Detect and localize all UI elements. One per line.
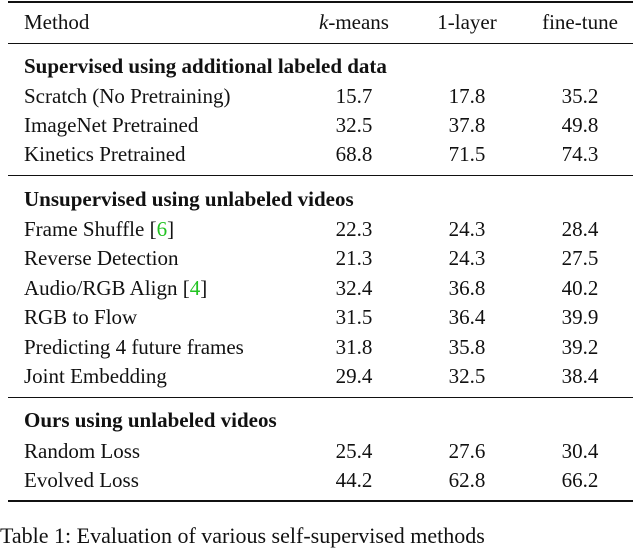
row-method: RGB to Flow — [24, 305, 138, 329]
section-rule — [8, 175, 633, 176]
table-header-row: Method k-means 1-layer fine-tune — [8, 7, 633, 37]
row-kmeans: 68.8 — [335, 142, 373, 166]
table-row: ImageNet Pretrained 32.5 37.8 49.8 — [8, 110, 633, 140]
row-fine-tune: 35.2 — [561, 84, 599, 108]
header-kmeans-rest: -means — [328, 10, 389, 34]
row-kmeans: 32.4 — [335, 276, 373, 300]
table-row: Kinetics Pretrained 68.8 71.5 74.3 — [8, 139, 633, 169]
row-fine-tune: 40.2 — [561, 276, 599, 300]
row-fine-tune: 39.2 — [561, 335, 599, 359]
table-row: Random Loss 25.4 27.6 30.4 — [8, 436, 633, 466]
row-method: ImageNet Pretrained — [24, 113, 199, 137]
row-fine-tune: 27.5 — [561, 246, 599, 270]
row-one-layer: 36.4 — [448, 305, 486, 329]
row-kmeans: 22.3 — [335, 217, 373, 241]
row-method-close: ] — [200, 276, 208, 300]
row-one-layer: 37.8 — [448, 113, 486, 137]
section-title-row: Ours using unlabeled videos — [8, 405, 633, 435]
row-method: Frame Shuffle [6] — [24, 214, 174, 244]
header-kmeans: k-means — [308, 7, 400, 37]
row-one-layer: 24.3 — [448, 217, 486, 241]
row-fine-tune: 28.4 — [561, 217, 599, 241]
section-title: Ours using unlabeled videos — [24, 408, 277, 432]
row-kmeans: 32.5 — [335, 113, 373, 137]
row-one-layer: 71.5 — [448, 142, 486, 166]
row-method: Evolved Loss — [24, 468, 139, 492]
row-kmeans: 31.8 — [335, 335, 373, 359]
row-fine-tune: 66.2 — [561, 468, 599, 492]
section-rule — [8, 397, 633, 398]
table-row: Audio/RGB Align [4] 32.4 36.8 40.2 — [8, 273, 633, 303]
section-title: Supervised using additional labeled data — [24, 54, 387, 78]
table-row: Joint Embedding 29.4 32.5 38.4 — [8, 361, 633, 391]
row-kmeans: 29.4 — [335, 364, 373, 388]
header-fine-tune: fine-tune — [542, 10, 618, 34]
row-one-layer: 32.5 — [448, 364, 486, 388]
row-kmeans: 21.3 — [335, 246, 373, 270]
row-method: Audio/RGB Align [4] — [24, 273, 207, 303]
row-fine-tune: 49.8 — [561, 113, 599, 137]
row-fine-tune: 30.4 — [561, 439, 599, 463]
table-row: Scratch (No Pretraining) 15.7 17.8 35.2 — [8, 81, 633, 111]
table-row: Evolved Loss 44.2 62.8 66.2 — [8, 465, 633, 495]
row-method-text: Audio/RGB Align [ — [24, 276, 190, 300]
row-kmeans: 31.5 — [335, 305, 373, 329]
section-title-row: Supervised using additional labeled data — [8, 51, 633, 81]
row-method: Scratch (No Pretraining) — [24, 84, 231, 108]
row-fine-tune: 74.3 — [561, 142, 599, 166]
row-one-layer: 36.8 — [448, 276, 486, 300]
citation-link[interactable]: 6 — [156, 217, 168, 241]
row-one-layer: 17.8 — [448, 84, 486, 108]
header-method: Method — [24, 10, 90, 34]
row-fine-tune: 39.9 — [561, 305, 599, 329]
table-caption: Table 1: Evaluation of various self-supe… — [0, 523, 485, 548]
row-method: Random Loss — [24, 439, 141, 463]
row-method: Reverse Detection — [24, 246, 179, 270]
row-one-layer: 27.6 — [448, 439, 486, 463]
citation-link[interactable]: 4 — [189, 276, 201, 300]
table-row: Reverse Detection 21.3 24.3 27.5 — [8, 243, 633, 273]
row-kmeans: 25.4 — [335, 439, 373, 463]
section-title: Unsupervised using unlabeled videos — [24, 187, 354, 211]
row-method: Predicting 4 future frames — [24, 335, 244, 359]
table-row: RGB to Flow 31.5 36.4 39.9 — [8, 302, 633, 332]
row-kmeans: 44.2 — [335, 468, 373, 492]
row-one-layer: 62.8 — [448, 468, 486, 492]
table-row: Frame Shuffle [6] 22.3 24.3 28.4 — [8, 214, 633, 244]
row-method: Joint Embedding — [24, 364, 167, 388]
header-one-layer: 1-layer — [437, 10, 497, 34]
section-title-row: Unsupervised using unlabeled videos — [8, 184, 633, 214]
row-kmeans: 15.7 — [335, 84, 373, 108]
header-kmeans-k: k — [319, 10, 329, 34]
table-row: Predicting 4 future frames 31.8 35.8 39.… — [8, 332, 633, 362]
row-method-text: Frame Shuffle [ — [24, 217, 157, 241]
header-rule — [8, 43, 633, 44]
row-method: Kinetics Pretrained — [24, 142, 186, 166]
row-fine-tune: 38.4 — [561, 364, 599, 388]
bottom-rule — [8, 500, 633, 502]
top-rule — [8, 1, 633, 3]
row-one-layer: 35.8 — [448, 335, 486, 359]
row-method-close: ] — [167, 217, 175, 241]
row-one-layer: 24.3 — [448, 246, 486, 270]
